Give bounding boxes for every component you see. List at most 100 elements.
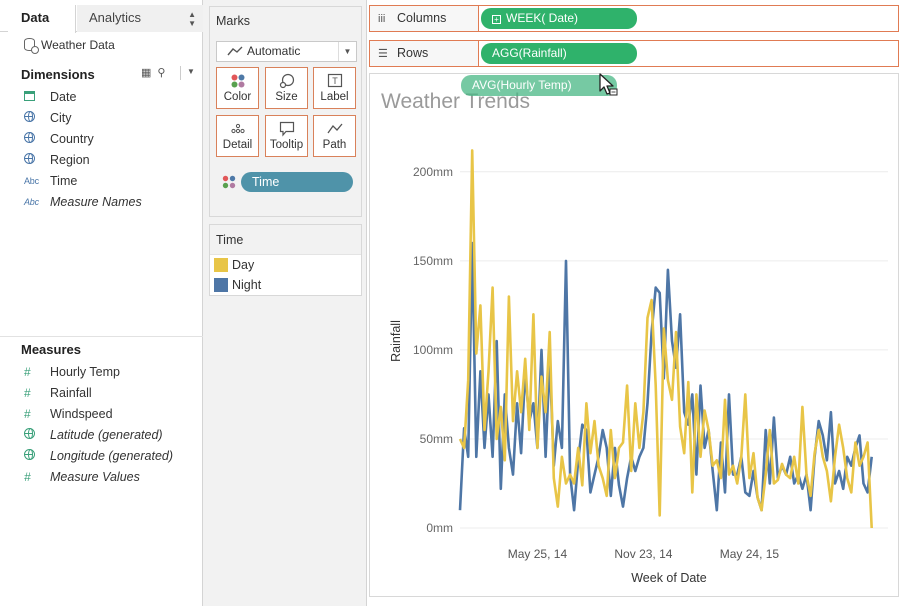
hash-icon: # <box>24 407 31 421</box>
dimension-field[interactable]: Region <box>0 150 203 171</box>
chevron-down-icon[interactable]: ▼ <box>187 67 195 76</box>
color-button[interactable]: Color <box>216 67 259 109</box>
measure-field[interactable]: # Windspeed <box>0 404 203 425</box>
legend-swatch <box>214 258 228 272</box>
path-button[interactable]: Path <box>313 115 356 157</box>
columns-icon: iii <box>378 13 386 25</box>
field-label: Longitude (generated) <box>50 449 174 463</box>
color-button-label: Color <box>223 91 252 103</box>
globe-icon <box>24 129 44 150</box>
time-color-pill[interactable]: Time <box>241 172 353 192</box>
y-tick-label: 150mm <box>413 254 453 268</box>
globe-icon <box>24 446 44 467</box>
measure-field[interactable]: # Rainfall <box>0 383 203 404</box>
mark-type-dropdown[interactable]: Automatic ▼ <box>216 41 357 62</box>
divider <box>0 336 203 337</box>
measures-list: # Hourly Temp # Rainfall # Windspeed Latitude … <box>0 362 203 488</box>
field-label: Hourly Temp <box>50 365 120 379</box>
dimension-field[interactable]: Abc Time <box>0 171 203 192</box>
x-tick-label: May 24, 15 <box>720 547 780 561</box>
globe-icon <box>24 150 44 171</box>
rows-icon: ☰ <box>378 48 388 60</box>
field-label: Latitude (generated) <box>50 428 163 442</box>
abc-icon: Abc <box>24 176 39 186</box>
globe-icon <box>24 108 44 129</box>
data-source[interactable]: Weather Data <box>24 37 115 54</box>
x-tick-label: Nov 23, 14 <box>614 547 672 561</box>
tab-data[interactable]: Data <box>8 5 76 33</box>
path-icon <box>314 116 355 138</box>
data-pane-tabs: Data Analytics ▲ ▼ <box>0 5 203 33</box>
rows-shelf-label: ☰ Rows <box>370 41 479 66</box>
label-button[interactable]: T Label <box>313 67 356 109</box>
color-icon <box>217 68 258 90</box>
legend-item-night[interactable]: Night <box>214 276 261 294</box>
marks-title: Marks <box>216 14 251 28</box>
dimension-field[interactable]: Abc Measure Names <box>0 192 203 213</box>
tooltip-button[interactable]: Tooltip <box>265 115 308 157</box>
label-button-label: Label <box>320 91 349 103</box>
mark-type-label: Automatic <box>247 44 301 58</box>
tab-analytics-label: Analytics <box>89 10 142 25</box>
y-tick-label: 100mm <box>413 343 453 357</box>
y-axis-label: Rainfall <box>389 320 403 362</box>
dimensions-title: Dimensions <box>21 67 95 82</box>
dimensions-list: Date City Country Region Abc Time Abc Measure N… <box>0 87 203 213</box>
marks-pane: Marks Automatic ▼ Color Size T Label <box>203 0 367 606</box>
y-tick-label: 50mm <box>420 432 453 446</box>
expand-plus-icon[interactable]: + <box>492 15 501 24</box>
field-label: Rainfall <box>50 386 92 400</box>
y-tick-label: 200mm <box>413 165 453 179</box>
dimensions-tools: ▦ ⚲ <box>141 66 171 79</box>
line-mark-icon <box>227 46 243 56</box>
columns-shelf[interactable]: iii Columns + WEEK( Date) <box>369 5 899 32</box>
tab-scroll-arrows-icon[interactable]: ▲ ▼ <box>188 10 196 28</box>
tooltip-button-label: Tooltip <box>269 139 304 151</box>
drag-cursor-icon <box>599 73 618 96</box>
path-button-label: Path <box>322 139 347 151</box>
x-tick-label: May 25, 14 <box>508 547 568 561</box>
detail-button[interactable]: Detail <box>216 115 259 157</box>
chevron-down-icon: ▼ <box>338 42 356 61</box>
abc-icon: Abc <box>24 197 39 207</box>
columns-shelf-label: iii Columns <box>370 6 479 31</box>
search-icon[interactable]: ⚲ <box>157 67 166 79</box>
field-label: City <box>50 111 72 125</box>
rows-shelf[interactable]: ☰ Rows AGG(Rainfall) <box>369 40 899 67</box>
color-icon <box>222 175 236 189</box>
field-label: Measure Values <box>50 470 140 484</box>
week-date-pill[interactable]: + WEEK( Date) <box>481 8 637 29</box>
data-source-name: Weather Data <box>41 38 115 52</box>
field-label: Date <box>50 90 77 104</box>
y-tick-label: 0mm <box>426 521 453 535</box>
series-line-night <box>458 241 873 512</box>
legend-item-label: Day <box>232 258 255 272</box>
measure-field[interactable]: # Hourly Temp <box>0 362 203 383</box>
measure-field[interactable]: Latitude (generated) <box>0 425 203 446</box>
columns-label: Columns <box>397 11 447 25</box>
measures-title: Measures <box>21 342 81 357</box>
field-label: Windspeed <box>50 407 113 421</box>
rainfall-line-chart: 0mm 50mm 100mm 150mm 200mm May 25, 14 Nov 23, … <box>389 149 888 585</box>
measure-field[interactable]: # Measure Values <box>0 467 203 488</box>
legend-item-label: Night <box>232 278 262 292</box>
database-icon <box>24 38 39 54</box>
dimension-field[interactable]: City <box>0 108 203 129</box>
rainfall-pill[interactable]: AGG(Rainfall) <box>481 43 637 64</box>
dimension-field[interactable]: Country <box>0 129 203 150</box>
size-button-label: Size <box>275 91 298 103</box>
calendar-icon <box>24 87 44 108</box>
tab-analytics[interactable]: Analytics ▲ ▼ <box>77 5 203 32</box>
view-toggle-icon[interactable]: ▦ <box>141 67 152 79</box>
hash-icon: # <box>24 365 31 379</box>
series-line-day <box>458 149 873 529</box>
time-legend: Time Day Night <box>209 224 362 296</box>
week-date-pill-label: WEEK( Date) <box>506 11 579 25</box>
dragged-hourly-temp-pill[interactable]: AVG(Hourly Temp) <box>461 75 617 96</box>
x-axis-label: Week of Date <box>631 571 707 585</box>
measure-field[interactable]: Longitude (generated) <box>0 446 203 467</box>
dimension-field[interactable]: Date <box>0 87 203 108</box>
legend-item-day[interactable]: Day <box>214 256 254 274</box>
divider <box>180 66 181 80</box>
size-button[interactable]: Size <box>265 67 308 109</box>
